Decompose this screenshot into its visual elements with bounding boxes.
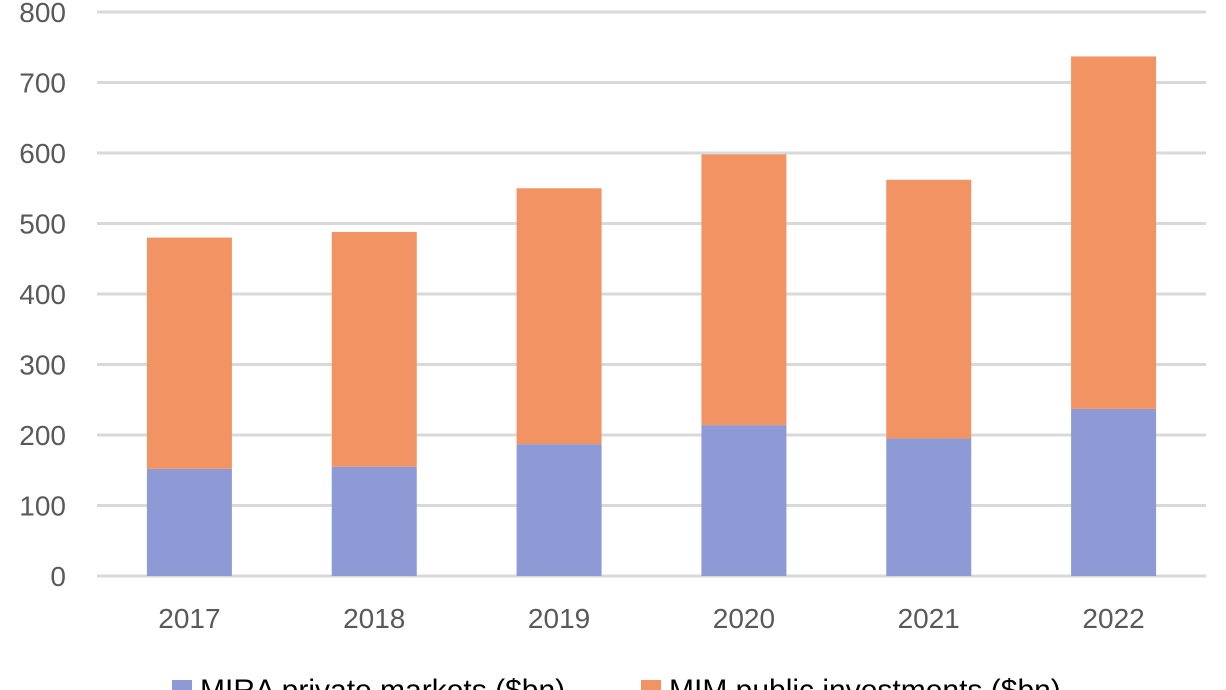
x-tick-label: 2021 bbox=[898, 603, 960, 634]
bar-mim-public-investments bbox=[331, 231, 417, 467]
bar-mira-private-markets bbox=[516, 444, 602, 576]
x-tick-label: 2022 bbox=[1082, 603, 1144, 634]
bar-mira-private-markets bbox=[146, 468, 232, 576]
gridlines bbox=[97, 10, 1206, 578]
legend-swatch bbox=[641, 680, 661, 690]
y-tick-label: 300 bbox=[19, 350, 66, 381]
y-tick-label: 800 bbox=[19, 0, 66, 28]
y-tick-label: 500 bbox=[19, 209, 66, 240]
y-tick-label: 200 bbox=[19, 420, 66, 451]
bar-mira-private-markets bbox=[331, 466, 417, 576]
x-tick-label: 2020 bbox=[713, 603, 775, 634]
bars bbox=[146, 56, 1157, 576]
bar-mim-public-investments bbox=[516, 188, 602, 445]
bar-mira-private-markets bbox=[1071, 408, 1157, 576]
x-axis-ticks: 2017 2018 2019 2020 2021 2022 bbox=[158, 603, 1144, 634]
legend: MIRA private markets ($bn) MIM public inv… bbox=[172, 674, 1061, 690]
y-tick-label: 0 bbox=[50, 561, 66, 592]
x-tick-label: 2017 bbox=[158, 603, 220, 634]
y-tick-label: 600 bbox=[19, 138, 66, 169]
y-tick-label: 100 bbox=[19, 491, 66, 522]
legend-label: MIM public investments ($bn) bbox=[669, 674, 1061, 690]
bar-mim-public-investments bbox=[1071, 56, 1157, 409]
bar-mim-public-investments bbox=[701, 154, 787, 426]
bar-mira-private-markets bbox=[886, 438, 972, 576]
y-tick-label: 700 bbox=[19, 68, 66, 99]
y-tick-label: 400 bbox=[19, 279, 66, 310]
bar-mim-public-investments bbox=[146, 237, 232, 469]
bar-mira-private-markets bbox=[701, 425, 787, 576]
x-tick-label: 2019 bbox=[528, 603, 590, 634]
x-tick-label: 2018 bbox=[343, 603, 405, 634]
legend-swatch bbox=[172, 680, 192, 690]
legend-label: MIRA private markets ($bn) bbox=[200, 674, 565, 690]
bar-mim-public-investments bbox=[886, 179, 972, 439]
y-axis-ticks: 0 100 200 300 400 500 600 700 800 bbox=[19, 0, 66, 592]
